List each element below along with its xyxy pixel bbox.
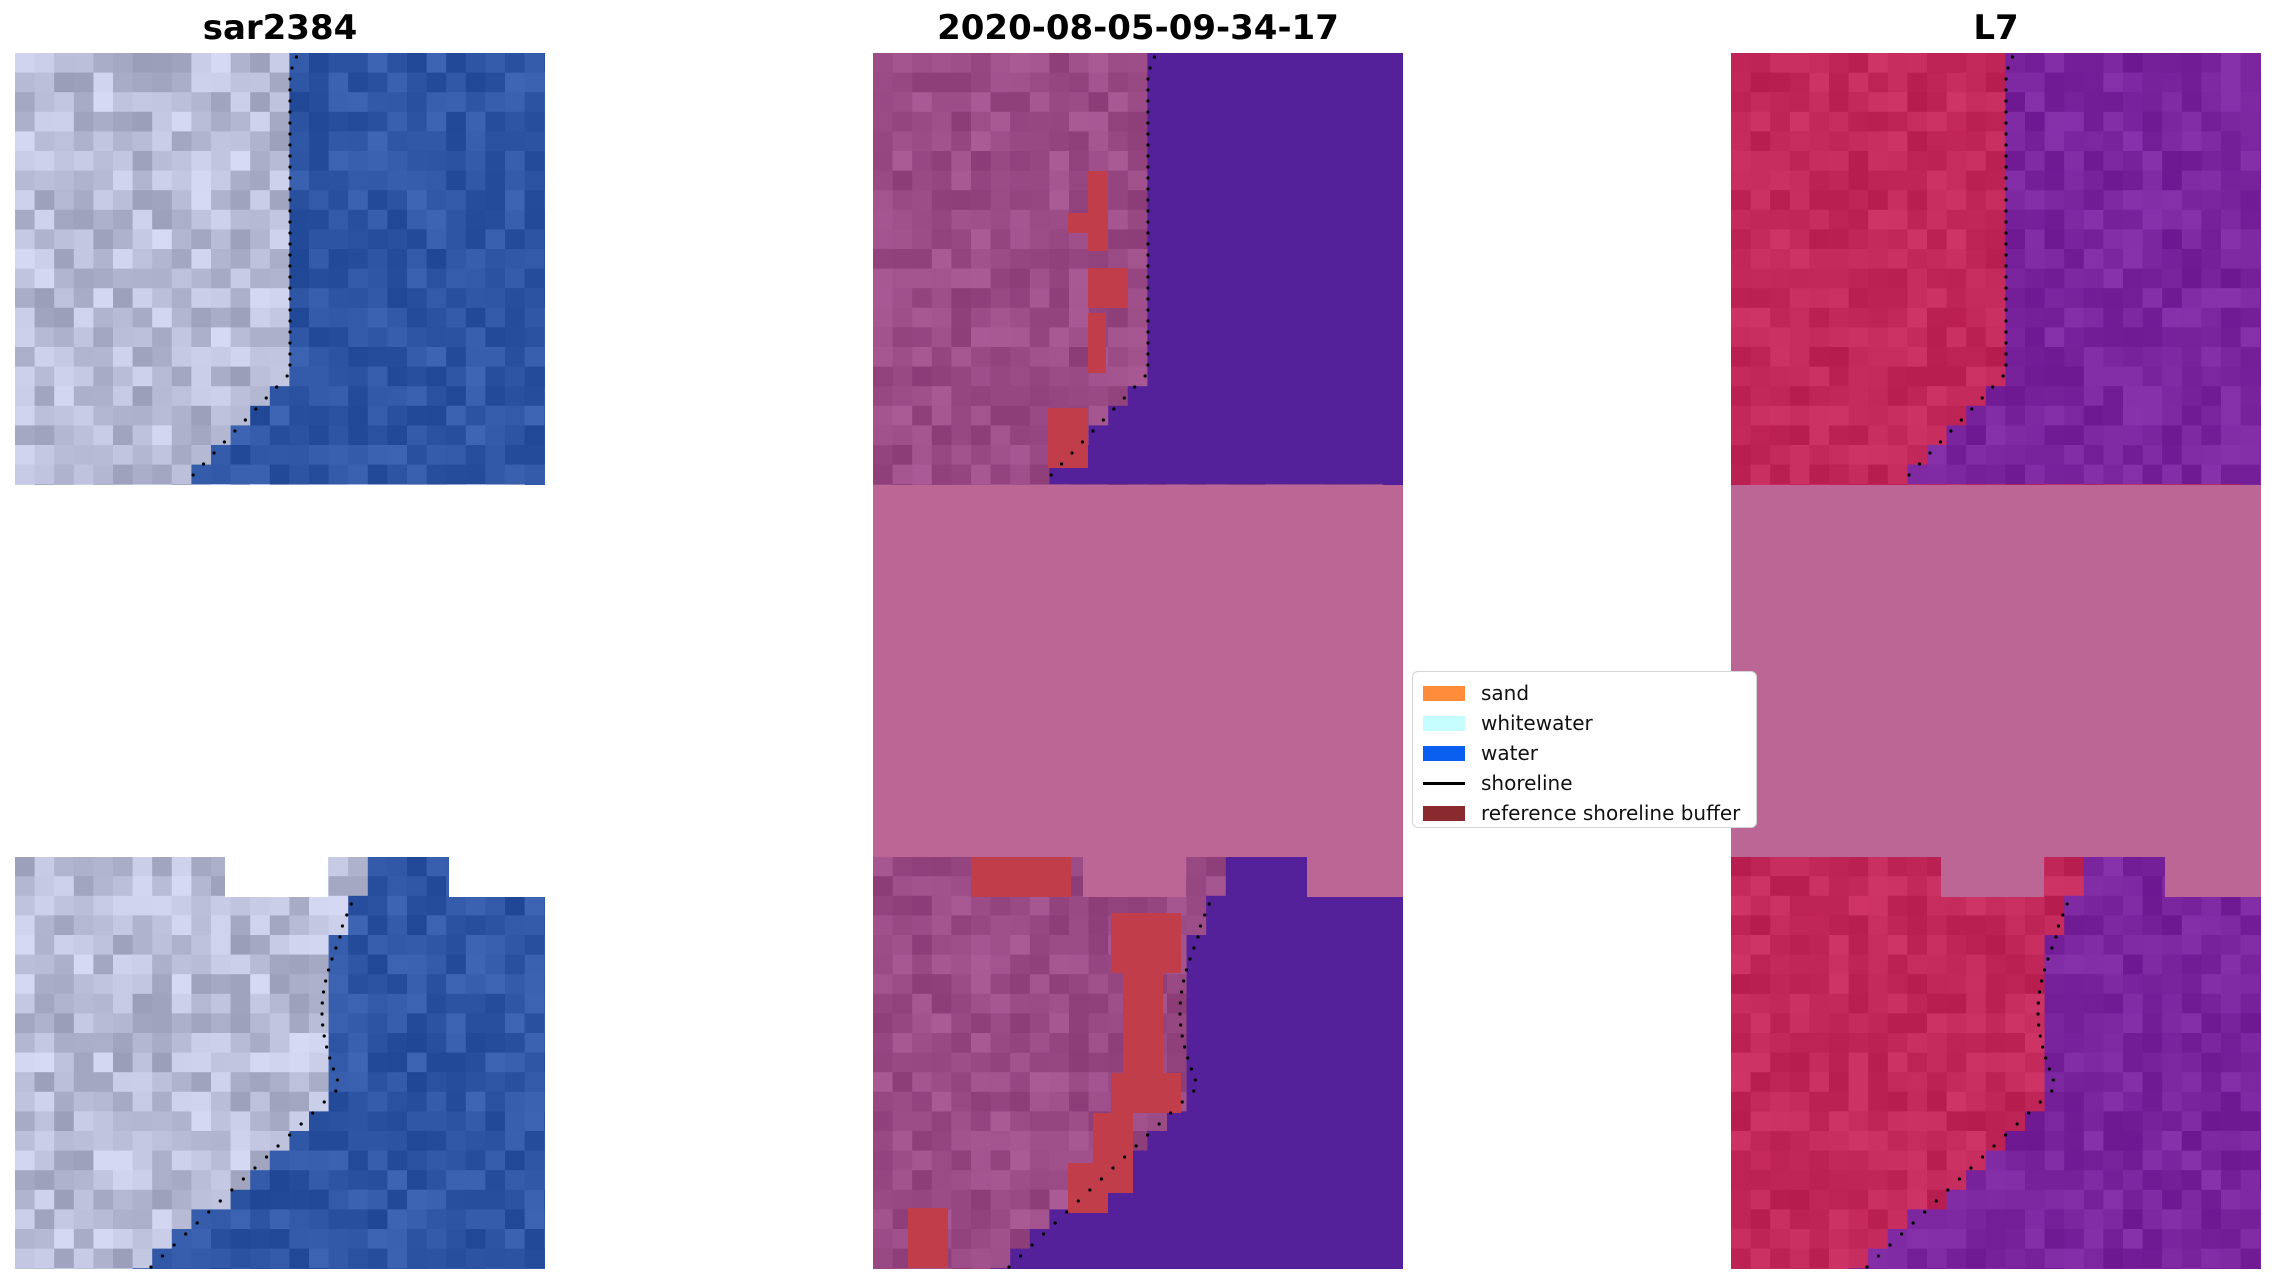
- legend-item-whitewater: whitewater: [1423, 708, 1746, 738]
- buffer-patch: [1088, 313, 1106, 373]
- buffer-patch: [1088, 171, 1108, 251]
- legend-item-sand: sand: [1423, 678, 1746, 708]
- legend: sand whitewater water shoreline referenc…: [1412, 671, 1757, 828]
- whitewater-swatch: [1423, 715, 1465, 731]
- legend-label-reference-buffer: reference shoreline buffer: [1481, 801, 1741, 825]
- legend-label-shoreline: shoreline: [1481, 771, 1573, 795]
- legend-item-reference-buffer: reference shoreline buffer: [1423, 798, 1746, 828]
- buffer-patch: [971, 857, 1071, 897]
- sand-swatch: [1423, 685, 1465, 701]
- buffer-patch: [1111, 913, 1181, 973]
- pixel-grid: [873, 53, 1403, 1269]
- legend-label-sand: sand: [1481, 681, 1530, 705]
- rgb-image: [15, 53, 545, 1269]
- index-image-panel: [1731, 53, 2261, 1269]
- classified-image: [873, 53, 1403, 1269]
- legend-item-water: water: [1423, 738, 1746, 768]
- rgb-image-panel: [15, 53, 545, 1269]
- classified-image-panel: [873, 53, 1403, 1269]
- buffer-patch: [908, 1208, 948, 1268]
- buffer-patch: [1088, 268, 1128, 308]
- panel-title-classified: 2020-08-05-09-34-17: [937, 8, 1339, 48]
- legend-label-water: water: [1481, 741, 1538, 765]
- shoreline-dots: [1007, 55, 1211, 1269]
- buffer-patch: [1111, 1073, 1181, 1113]
- shoreline-dots: [1865, 55, 2069, 1269]
- panel-title-index: L7: [1973, 8, 2019, 48]
- water-swatch: [1423, 745, 1465, 761]
- shoreline-line-swatch: [1423, 781, 1465, 785]
- buffer-patch: [1068, 213, 1090, 233]
- reference-buffer-swatch: [1423, 805, 1465, 821]
- index-image: [1731, 53, 2261, 1269]
- shoreline-dots: [149, 55, 353, 1269]
- legend-item-shoreline: shoreline: [1423, 768, 1746, 798]
- panel-title-rgb: sar2384: [202, 8, 358, 48]
- buffer-patch: [1048, 408, 1088, 468]
- buffer-patch: [1068, 1163, 1108, 1213]
- legend-label-whitewater: whitewater: [1481, 711, 1593, 735]
